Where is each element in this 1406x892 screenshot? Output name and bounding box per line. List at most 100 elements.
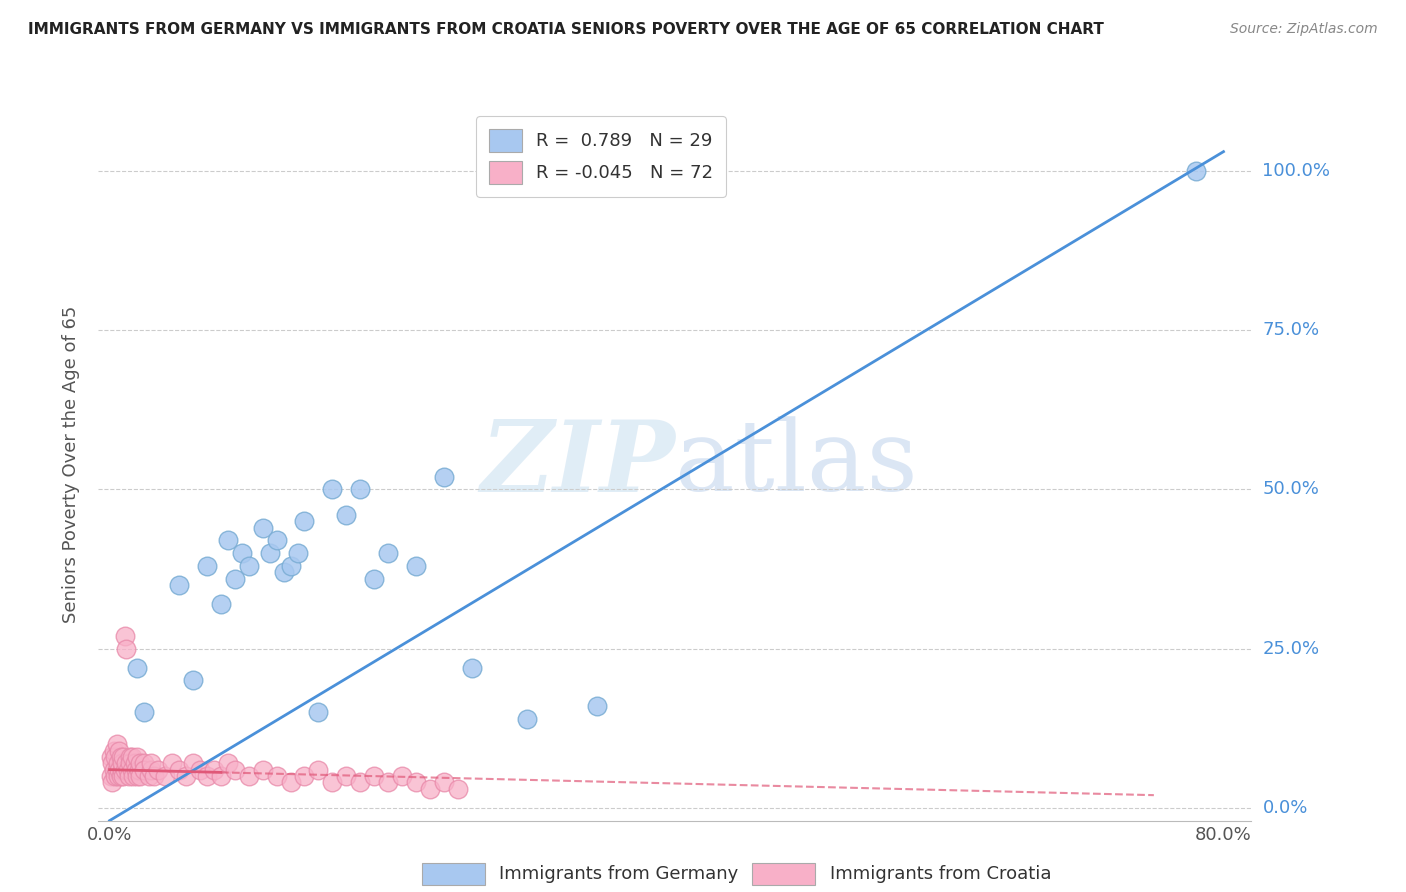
Text: 100.0%: 100.0% (1263, 161, 1330, 180)
Point (266, 533, 288, 548)
Text: 50.0%: 50.0% (1263, 480, 1319, 499)
Point (516, 712, 538, 726)
Point (122, 769, 145, 783)
Point (112, 769, 135, 783)
Point (127, 661, 149, 675)
Point (349, 483, 371, 497)
Point (217, 756, 239, 771)
Point (174, 769, 197, 783)
Text: IMMIGRANTS FROM GERMANY VS IMMIGRANTS FROM CROATIA SENIORS POVERTY OVER THE AGE : IMMIGRANTS FROM GERMANY VS IMMIGRANTS FR… (28, 22, 1104, 37)
Point (112, 750, 135, 764)
Point (181, 673, 204, 688)
Point (107, 756, 129, 771)
Text: Source: ZipAtlas.com: Source: ZipAtlas.com (1230, 22, 1378, 37)
Point (307, 706, 329, 720)
Point (138, 769, 160, 783)
Point (294, 769, 316, 783)
Point (141, 756, 163, 771)
Point (335, 508, 357, 522)
Text: 0.0%: 0.0% (1263, 799, 1308, 817)
Legend: R =  0.789   N = 29, R = -0.045   N = 72: R = 0.789 N = 29, R = -0.045 N = 72 (477, 116, 725, 197)
Point (129, 756, 152, 771)
Point (217, 533, 239, 548)
Point (335, 769, 357, 783)
Point (181, 756, 204, 771)
Point (155, 769, 177, 783)
Point (460, 661, 482, 675)
Text: Immigrants from Germany: Immigrants from Germany (499, 865, 738, 883)
Point (108, 743, 131, 757)
Point (224, 572, 246, 586)
Point (121, 763, 143, 777)
Point (111, 756, 134, 771)
Point (259, 546, 281, 560)
Point (363, 572, 385, 586)
Point (280, 558, 302, 573)
Y-axis label: Seniors Poverty Over the Age of 65: Seniors Poverty Over the Age of 65 (62, 305, 80, 623)
Point (108, 763, 131, 777)
Point (195, 769, 218, 783)
Point (238, 769, 260, 783)
Point (111, 763, 134, 777)
Point (143, 769, 166, 783)
Text: 25.0%: 25.0% (1263, 640, 1320, 657)
Point (391, 769, 413, 783)
Point (266, 769, 288, 783)
Point (1184, 163, 1206, 178)
Point (117, 763, 139, 777)
Point (103, 763, 125, 777)
Point (134, 756, 156, 771)
Point (124, 756, 146, 771)
Point (447, 781, 470, 796)
Point (118, 769, 141, 783)
Point (101, 775, 124, 789)
Point (273, 565, 295, 579)
Point (433, 775, 456, 789)
Point (127, 769, 149, 783)
Point (167, 578, 190, 592)
Point (110, 769, 132, 783)
Point (100, 769, 122, 783)
Point (280, 775, 302, 789)
Text: Immigrants from Croatia: Immigrants from Croatia (830, 865, 1052, 883)
Point (104, 750, 127, 764)
Point (377, 546, 399, 560)
Point (120, 756, 142, 771)
Point (121, 750, 143, 764)
Point (104, 769, 127, 783)
Point (125, 763, 148, 777)
Point (129, 769, 152, 783)
Point (405, 558, 427, 573)
Point (321, 483, 343, 497)
Point (195, 558, 218, 573)
Point (294, 514, 316, 528)
Point (202, 763, 225, 777)
Point (115, 756, 138, 771)
Point (148, 763, 170, 777)
Point (287, 546, 309, 560)
Point (252, 520, 274, 534)
Text: ZIP: ZIP (479, 416, 675, 512)
Point (105, 763, 128, 777)
Point (141, 763, 163, 777)
Point (134, 706, 156, 720)
Point (103, 743, 125, 757)
Point (307, 763, 329, 777)
Point (586, 698, 609, 713)
Point (115, 641, 138, 656)
Point (110, 750, 132, 764)
Point (114, 629, 136, 643)
Point (377, 775, 399, 789)
Text: 75.0%: 75.0% (1263, 321, 1320, 339)
Point (433, 469, 456, 483)
Point (238, 558, 260, 573)
Point (209, 597, 232, 611)
Point (209, 769, 232, 783)
Point (160, 756, 183, 771)
Point (349, 775, 371, 789)
Point (114, 763, 136, 777)
Point (105, 737, 128, 751)
Point (107, 769, 129, 783)
Point (405, 775, 427, 789)
Point (252, 763, 274, 777)
